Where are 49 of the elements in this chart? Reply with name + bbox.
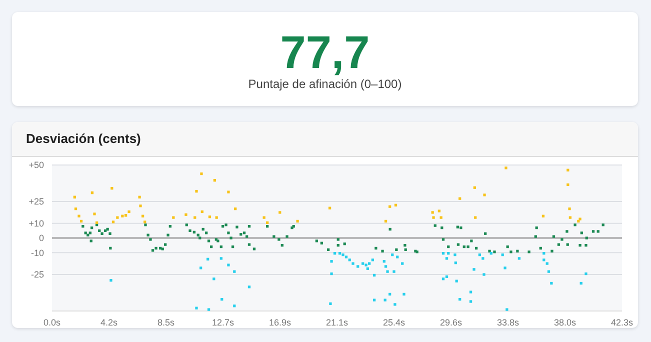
point <box>438 210 441 212</box>
point <box>128 210 130 214</box>
y-tick-label: +25 <box>28 196 44 207</box>
x-tick-label: 38.0s <box>554 317 576 328</box>
y-tick-label: +10 <box>28 218 44 229</box>
point <box>474 216 477 219</box>
point <box>432 216 435 219</box>
x-tick-label: 29.6s <box>440 317 462 328</box>
point <box>116 216 119 219</box>
x-tick-label: 0.0s <box>43 317 62 328</box>
point <box>568 216 572 219</box>
y-tick-label: 0 <box>38 233 44 244</box>
y-tick-label: -25 <box>30 270 44 280</box>
point <box>431 211 434 214</box>
point <box>296 220 299 223</box>
point <box>578 218 582 220</box>
point <box>112 220 115 224</box>
point <box>483 194 486 196</box>
point <box>568 208 571 210</box>
point <box>195 190 198 193</box>
point <box>262 216 266 219</box>
point <box>200 172 203 176</box>
point <box>138 196 141 199</box>
point <box>278 211 282 214</box>
y-tick-label: +50 <box>28 160 44 170</box>
point <box>93 212 96 216</box>
point <box>172 216 175 219</box>
point <box>139 204 142 208</box>
text: Puntaje de afinación (0–100) <box>247 77 403 92</box>
point <box>328 206 332 210</box>
x-tick-label: 21.1s <box>326 317 348 328</box>
point <box>78 214 80 218</box>
x-tick-label: 8.5s <box>157 317 176 328</box>
x-tick-label: 12.7s <box>212 317 234 328</box>
point <box>440 216 442 219</box>
x-tick-label: 16.9s <box>268 317 292 328</box>
y-tick-label: -10 <box>30 248 44 258</box>
point <box>504 166 508 170</box>
point <box>227 190 230 194</box>
x-tick-label: 42.3s <box>610 317 634 328</box>
x-tick-label: 4.2s <box>100 317 118 328</box>
point <box>215 216 218 219</box>
x-tick-label: 25.4s <box>382 317 406 328</box>
text: 77,7 <box>279 25 371 78</box>
point <box>143 220 146 224</box>
point <box>184 213 188 216</box>
x-tick-label: 33.8s <box>496 317 520 328</box>
point <box>194 216 196 219</box>
chart-title: Desviación (cents) <box>12 122 638 158</box>
